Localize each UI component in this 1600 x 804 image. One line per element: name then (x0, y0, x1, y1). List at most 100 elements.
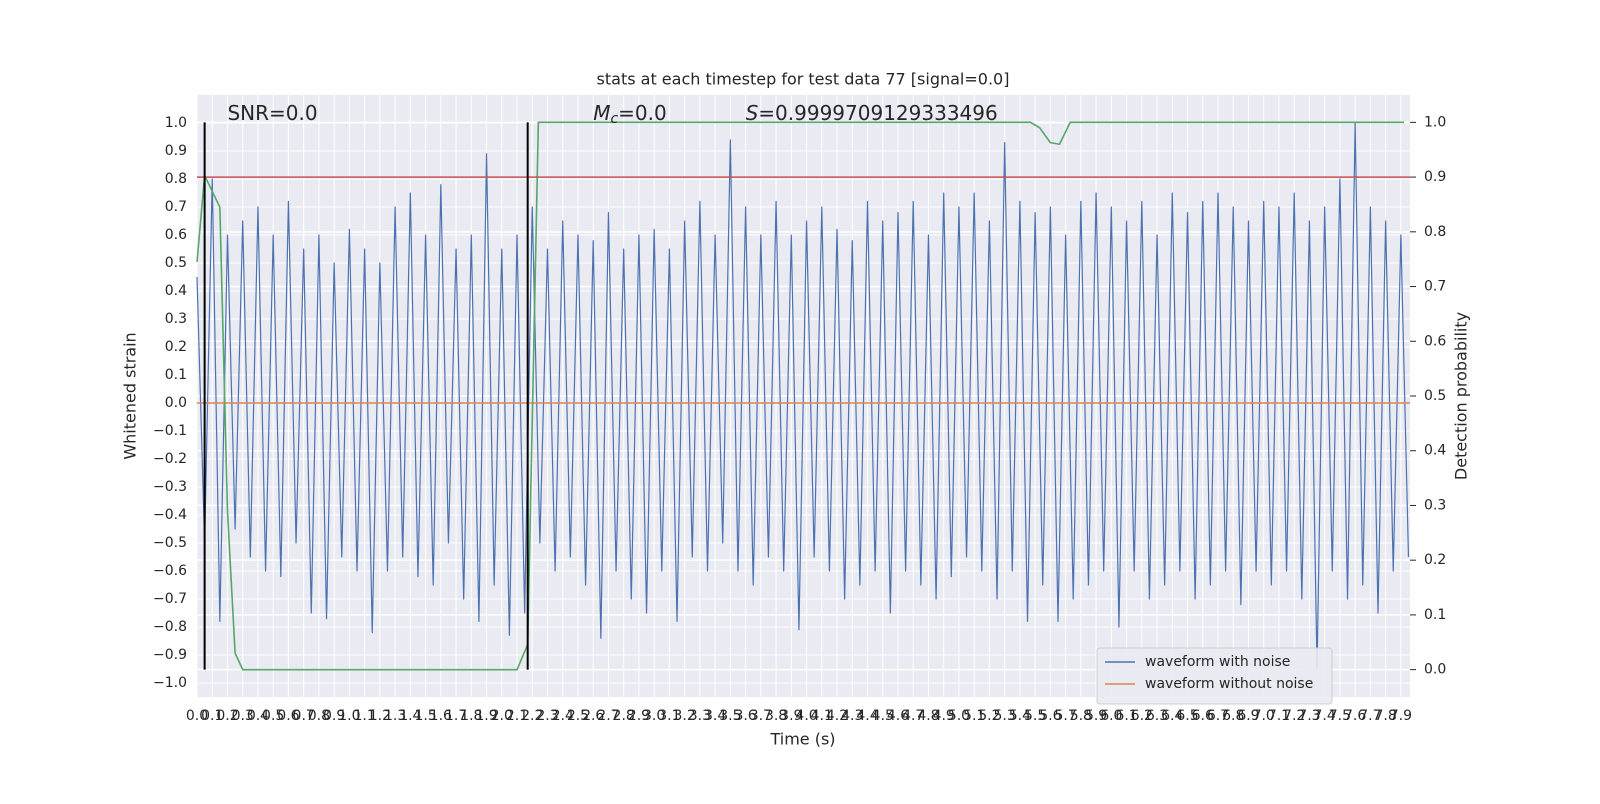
x-tick-label: 1.8 (460, 708, 482, 724)
x-tick-label: 5.3 (994, 708, 1016, 724)
y-tick-label: 0.5 (165, 255, 187, 271)
x-tick-label: 2.5 (567, 708, 589, 724)
x-tick-label: 3.0 (643, 708, 665, 724)
x-tick-label: 5.5 (1024, 708, 1046, 724)
x-tick-label: 0.1 (201, 708, 223, 724)
x-tick-label: 4.2 (826, 708, 848, 724)
y-tick-label: 0.7 (165, 199, 187, 215)
x-tick-label: 0.8 (308, 708, 330, 724)
x-tick-label: 5.2 (978, 708, 1000, 724)
x-tick-label: 6.3 (1146, 708, 1168, 724)
x-tick-label: 2.8 (613, 708, 635, 724)
x-tick-label: 6.5 (1176, 708, 1198, 724)
x-tick-label: 3.1 (658, 708, 680, 724)
x-tick-label: 1.7 (445, 708, 467, 724)
x-tick-label: 1.1 (353, 708, 375, 724)
y-tick-label: −0.2 (153, 451, 187, 467)
annotation-text: =0.9999709129333496 (758, 101, 997, 125)
x-tick-label: 7.0 (1253, 708, 1275, 724)
x-tick-label: 0.5 (262, 708, 284, 724)
y-tick-label: −0.3 (153, 479, 187, 495)
x-tick-label: 6.2 (1131, 708, 1153, 724)
y-tick-label: 0.8 (165, 171, 187, 187)
x-tick-label: 4.5 (872, 708, 894, 724)
y-tick-label: 1.0 (165, 115, 187, 131)
x-tick-label: 3.8 (765, 708, 787, 724)
legend-box (1096, 647, 1333, 705)
x-tick-label: 7.8 (1374, 708, 1396, 724)
y2-tick-label: 0.5 (1424, 388, 1446, 404)
series-line (196, 122, 1410, 670)
x-tick-label: 1.3 (384, 708, 406, 724)
x-tick-label: 4.1 (811, 708, 833, 724)
y-tick-label: −0.1 (153, 423, 187, 439)
annotation: S=0.9999709129333496 (746, 101, 998, 125)
x-tick-label: 5.9 (1085, 708, 1107, 724)
annotation-subscript: c (610, 111, 618, 127)
y2-tick-label: 0.6 (1424, 333, 1446, 349)
y-tick-label: −0.7 (153, 591, 187, 607)
x-tick-label: 7.7 (1359, 708, 1381, 724)
x-tick-label: 4.3 (841, 708, 863, 724)
y-tick-label: −0.8 (153, 619, 187, 635)
y2-tick-label: 0.8 (1424, 224, 1446, 240)
annotation-symbol: M (593, 101, 610, 125)
x-tick-label: 5.7 (1054, 708, 1076, 724)
x-tick-label: 0.9 (323, 708, 345, 724)
x-tick-label: 4.8 (917, 708, 939, 724)
x-tick-label: 6.0 (1100, 708, 1122, 724)
x-tick-label: 0.6 (277, 708, 299, 724)
x-tick-label: 7.4 (1314, 708, 1336, 724)
x-tick-label: 5.6 (1039, 708, 1061, 724)
x-tick-label: 0.3 (232, 708, 254, 724)
y-tick-label: 0.1 (165, 367, 187, 383)
x-tick-label: 1.5 (414, 708, 436, 724)
y-tick-label: 0.3 (165, 311, 187, 327)
y2-tick-label: 0.9 (1424, 169, 1446, 185)
x-tick-label: 4.4 (856, 708, 878, 724)
y2-tick-label: 0.3 (1424, 497, 1446, 513)
y-tick-label: −0.9 (153, 647, 187, 663)
x-tick-label: 3.2 (674, 708, 696, 724)
x-tick-label: 6.6 (1192, 708, 1214, 724)
legend-label: waveform with noise (1145, 654, 1290, 670)
x-tick-label: 2.1 (506, 708, 528, 724)
x-tick-label: 5.8 (1070, 708, 1092, 724)
y2-tick-label: 0.2 (1424, 552, 1446, 568)
y-tick-label: −0.6 (153, 563, 187, 579)
x-tick-label: 6.1 (1115, 708, 1137, 724)
x-tick-label: 7.6 (1344, 708, 1366, 724)
annotation: Mc=0.0 (593, 101, 667, 128)
y2-tick-label: 1.0 (1424, 114, 1446, 130)
y-tick-label: 0.0 (165, 395, 187, 411)
annotation: SNR=0.0 (227, 101, 317, 125)
x-tick-label: 5.0 (948, 708, 970, 724)
x-tick-label: 1.9 (475, 708, 497, 724)
x-tick-label: 6.9 (1237, 708, 1259, 724)
annotation-symbol: S (746, 101, 759, 125)
x-tick-label: 2.7 (597, 708, 619, 724)
y-tick-label: 0.2 (165, 339, 187, 355)
y-tick-label: 0.4 (165, 283, 187, 299)
x-tick-label: 7.2 (1283, 708, 1305, 724)
x-tick-label: 1.2 (369, 708, 391, 724)
x-tick-label: 1.0 (338, 708, 360, 724)
x-tick-label: 4.9 (933, 708, 955, 724)
x-tick-label: 6.7 (1207, 708, 1229, 724)
y-tick-label: −0.4 (153, 507, 187, 523)
x-tick-label: 6.8 (1222, 708, 1244, 724)
legend-label: waveform without noise (1145, 676, 1313, 692)
x-tick-label: 3.9 (780, 708, 802, 724)
x-tick-label: 0.2 (216, 708, 238, 724)
x-tick-label: 3.3 (689, 708, 711, 724)
y-tick-label: 0.9 (165, 143, 187, 159)
x-tick-label: 3.7 (750, 708, 772, 724)
x-tick-label: 2.4 (552, 708, 574, 724)
x-tick-label: 4.7 (902, 708, 924, 724)
y-tick-label: −1.0 (153, 675, 187, 691)
y-axis-label: Whitened strain (121, 332, 140, 459)
x-tick-label: 0.7 (293, 708, 315, 724)
x-tick-label: 7.1 (1268, 708, 1290, 724)
x-tick-label: 6.4 (1161, 708, 1183, 724)
